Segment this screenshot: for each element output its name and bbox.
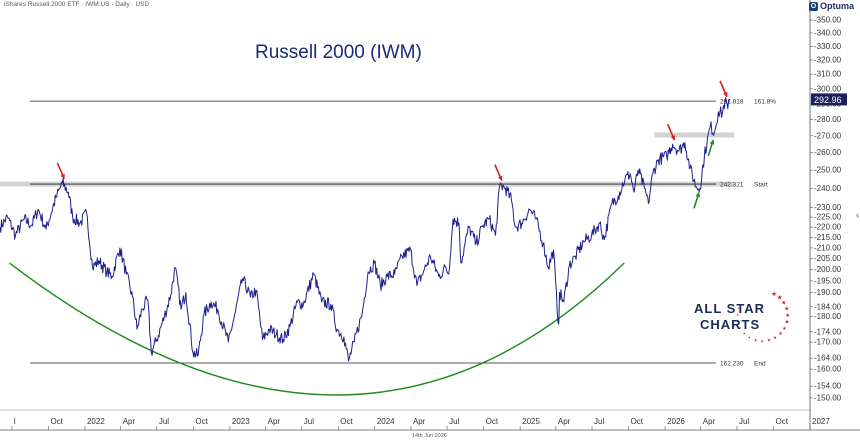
zone-band-1 — [654, 132, 735, 138]
y-tick-label-21: -184.00 — [814, 302, 842, 311]
y-tick-label-27: -154.00 — [814, 382, 842, 391]
marker-arrow-5 — [707, 139, 715, 157]
y-tick-label-3: -320.00 — [814, 56, 842, 65]
y-tick-label-1: -340.00 — [814, 29, 842, 38]
x-tick-label-4: Jul — [159, 417, 169, 426]
marker-arrow-4 — [693, 192, 700, 209]
marker-arrow-0 — [56, 162, 66, 180]
y-tick-label-12: -230.00 — [814, 203, 842, 212]
logo-line-1: ALL STAR — [694, 301, 765, 316]
x-tick-label-2: 2022 — [87, 417, 105, 426]
logo-star-16: ★ — [736, 313, 739, 317]
y-tick-label-15: -215.00 — [814, 233, 842, 242]
level-label-0: 161.8% — [754, 99, 776, 106]
x-tick-label-3: Apr — [123, 417, 136, 426]
logo-star-8: ★ — [773, 335, 778, 340]
last-value-label: 292.96 — [814, 95, 842, 105]
logo-star-1: ★ — [777, 295, 783, 302]
y-tick-label-17: -205.00 — [814, 254, 842, 263]
cup-arc — [9, 262, 625, 396]
x-tick-label-1: Oct — [50, 417, 63, 426]
brand-label: Optuma — [819, 1, 854, 11]
marker-arrow-2 — [666, 123, 676, 141]
x-tick-label-16: Jul — [594, 417, 604, 426]
y-tick-label-2: -330.00 — [814, 42, 842, 51]
level-value-1: 242.321 — [720, 182, 744, 189]
x-tick-label-19: Apr — [703, 417, 716, 426]
y-tick-label-20: -190.00 — [814, 288, 842, 297]
x-tick-label-20: Jul — [739, 417, 749, 426]
level-value-2: 162.230 — [720, 360, 744, 367]
y-tick-label-26: -160.00 — [814, 365, 842, 374]
logo-star-4: ★ — [785, 312, 790, 319]
marker-arrow-3 — [719, 80, 728, 98]
last-value-badge — [811, 93, 847, 106]
x-tick-label-9: Oct — [340, 417, 353, 426]
y-tick-label-8: -270.00 — [814, 131, 842, 140]
marker-arrow-1 — [494, 164, 503, 181]
y-tick-label-16: -210.00 — [814, 243, 842, 252]
x-tick-label-18: 2026 — [667, 417, 685, 426]
y-tick-label-13: -225.00 — [814, 213, 842, 222]
y-tick-label-0: -350.00 — [814, 16, 842, 25]
logo-star-10: ★ — [760, 338, 764, 343]
x-tick-label-17: Oct — [631, 417, 644, 426]
y-tick-label-18: -200.00 — [814, 265, 842, 274]
logo-star-7: ★ — [778, 331, 783, 337]
logo-star-11: ★ — [754, 337, 758, 342]
logo-star-6: ★ — [782, 326, 787, 332]
y-tick-label-5: -300.00 — [814, 84, 842, 93]
logo-star-12: ★ — [748, 336, 752, 340]
y-tick-label-7: -280.00 — [814, 115, 842, 124]
x-tick-label-0: l — [14, 417, 16, 426]
x-tick-label-15: Apr — [558, 417, 571, 426]
logo-star-17: ★ — [737, 306, 740, 310]
y-tick-label-19: -195.00 — [814, 276, 842, 285]
x-tick-label-8: Jul — [304, 417, 314, 426]
price-series-line — [0, 97, 731, 362]
x-tick-label-12: Jul — [449, 417, 459, 426]
logo-star-9: ★ — [767, 338, 771, 343]
y-tick-label-9: -260.00 — [814, 148, 842, 157]
logo-line-2: CHARTS — [700, 317, 760, 332]
y-tick-label-11: -240.00 — [814, 184, 842, 193]
logo-star-0: ★ — [771, 290, 777, 298]
y-tick-label-10: -250.00 — [814, 166, 842, 175]
logo-star-13: ★ — [743, 331, 746, 335]
optuma-logo-icon: O — [808, 1, 818, 11]
level-value-0: 291.818 — [720, 99, 744, 106]
x-tick-label-6: 2023 — [232, 417, 250, 426]
x-tick-label-5: Oct — [195, 417, 208, 426]
source-label: iShares Russell 2000 ETF · IWM:US · Dail… — [4, 1, 150, 8]
x-tick-label-7: Apr — [268, 417, 281, 426]
level-label-2: End — [754, 360, 766, 367]
x-tick-label-21: Oct — [775, 417, 788, 426]
x-tick-label-13: Oct — [486, 417, 499, 426]
logo-star-14: ★ — [739, 326, 742, 330]
x-tick-label-14: 2025 — [522, 417, 540, 426]
logo-star-5: ★ — [784, 320, 789, 326]
date-label: 14th Jun 2026 — [412, 433, 447, 439]
y-tick-label-24: -170.00 — [814, 338, 842, 347]
y-tick-label-14: -220.00 — [814, 223, 842, 232]
y-tick-label-22: -180.00 — [814, 312, 842, 321]
chart-title: Russell 2000 (IWM) — [255, 42, 422, 63]
logo-star-3: ★ — [784, 306, 789, 313]
collapse-chevron-icon[interactable]: ‹ — [856, 210, 859, 220]
x-tick-label-11: Apr — [413, 417, 426, 426]
logo-star-15: ★ — [737, 319, 740, 323]
logo-star-2: ★ — [781, 300, 786, 307]
x-tick-label-22: 2027 — [812, 417, 830, 426]
y-tick-label-23: -174.00 — [814, 327, 842, 336]
y-tick-label-28: -150.00 — [814, 393, 842, 402]
brand: O Optuma — [808, 1, 854, 11]
x-tick-label-10: 2024 — [377, 417, 395, 426]
level-label-1: Start — [754, 182, 768, 189]
y-tick-label-4: -310.00 — [814, 70, 842, 79]
y-tick-label-25: -164.00 — [814, 354, 842, 363]
